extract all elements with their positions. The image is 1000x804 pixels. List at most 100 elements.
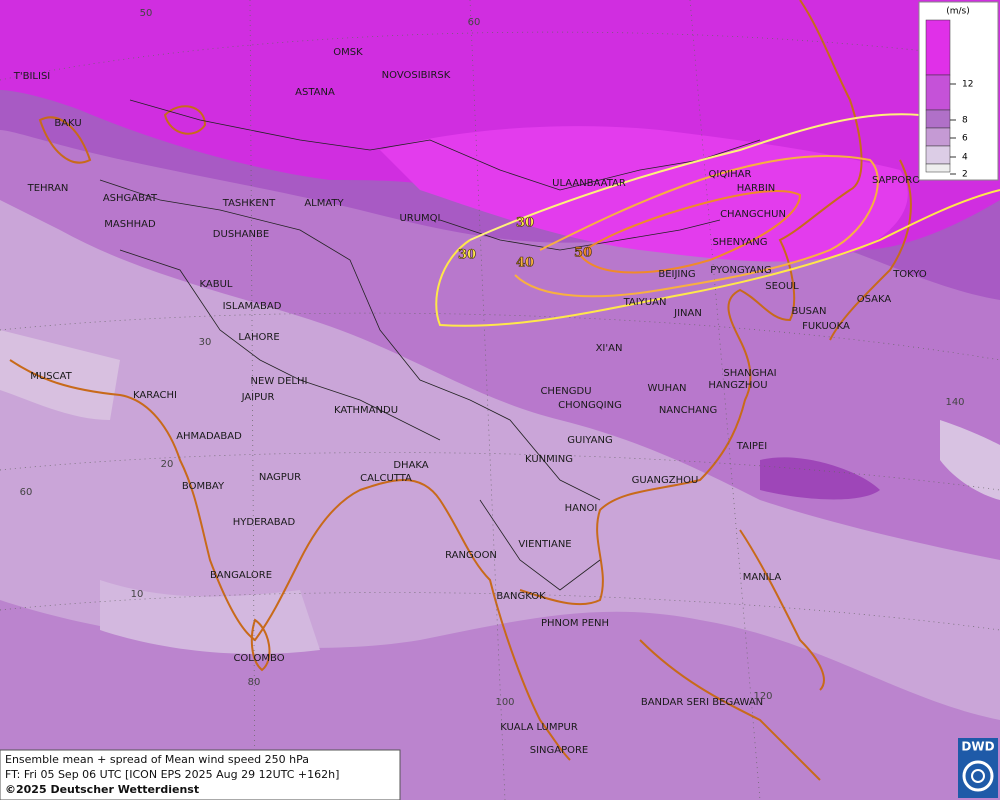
coastline (829, 159, 912, 341)
city-label: RANGOON (445, 550, 497, 561)
footer-box (0, 749, 401, 801)
border (99, 179, 601, 501)
contour-label: 30 (516, 216, 534, 231)
city-label: KATHMANDU (334, 405, 398, 416)
coastline (639, 639, 821, 781)
graticule-label: 80 (248, 677, 261, 688)
speed-band (0, 330, 120, 420)
city-label: JAIPUR (241, 392, 275, 403)
city-label: KUALA LUMPUR (500, 722, 578, 733)
city-label: BANDAR SERI BEGAWAN (641, 697, 763, 708)
logo-text: DWD (961, 740, 994, 754)
legend-swatch (925, 163, 951, 173)
city-label: HANOI (565, 503, 598, 514)
border (439, 219, 721, 251)
contour-label: 30 (458, 248, 476, 263)
legend-tick-label: 6 (962, 134, 968, 144)
city-label: BOMBAY (182, 481, 225, 492)
city-label: BEIJING (658, 269, 695, 280)
graticule-label: 20 (161, 459, 174, 470)
city-label: JINAN (673, 308, 702, 319)
contour-40 (514, 155, 879, 298)
graticule-line (469, 0, 506, 801)
city-label: CHANGCHUN (720, 209, 786, 220)
legend-swatch (925, 109, 951, 129)
city-label: OSAKA (857, 294, 892, 305)
city-label: DUSHANBE (213, 229, 269, 240)
city-label: NOVOSIBIRSK (382, 70, 451, 81)
graticule-label: 100 (495, 697, 514, 708)
legend-swatch (925, 74, 951, 111)
city-label: BUSAN (791, 306, 826, 317)
city-label: SEOUL (765, 281, 799, 292)
city-label: BAKU (54, 118, 81, 129)
legend-tick-label: 8 (962, 116, 968, 126)
coastline (38, 116, 92, 164)
city-label: GUANGZHOU (632, 475, 699, 486)
graticule-label: 60 (468, 17, 481, 28)
logo-icon (971, 769, 985, 783)
city-label: FUKUOKA (802, 321, 850, 332)
graticule-label: 140 (945, 397, 964, 408)
labels: T'BILISI BAKU OMSK NOVOSIBIRSK ASTANA TEHRAN A… (13, 8, 965, 756)
footer-copyright: ©2025 Deutscher Wetterdienst (5, 783, 199, 796)
city-label: TAIYUAN (623, 297, 667, 308)
city-label: NEW DELHI (251, 376, 308, 387)
borders (99, 99, 761, 591)
contours (435, 113, 1000, 327)
city-label: TEHRAN (27, 183, 69, 194)
city-label: XI'AN (596, 343, 623, 354)
coastline (250, 618, 271, 672)
city-label: KUNMING (525, 454, 573, 465)
city-label: NAGPUR (259, 472, 301, 483)
legend-tick-label: 2 (962, 170, 968, 180)
legend: (m/s) 12 8 6 4 2 (918, 1, 999, 181)
city-label: DHAKA (393, 460, 428, 471)
city-label: ALMATY (304, 198, 344, 209)
city-label: PHNOM PENH (541, 618, 609, 629)
city-label: CHONGQING (558, 400, 622, 411)
graticule-line (0, 452, 1000, 491)
city-label: BANGKOK (496, 591, 546, 602)
city-label: CALCUTTA (360, 473, 412, 484)
contour-50 (579, 190, 802, 274)
contour-30 (469, 113, 921, 241)
footer-forecast: FT: Fri 05 Sep 06 UTC [ICON EPS 2025 Aug… (5, 768, 339, 781)
legend-tick-label: 12 (962, 80, 973, 90)
graticule-label: 60 (20, 487, 33, 498)
city-label: VIENTIANE (518, 539, 571, 550)
contour-label: 50 (574, 246, 592, 261)
city-label: WUHAN (647, 383, 686, 394)
legend-swatch (925, 127, 951, 147)
legend-swatch (925, 19, 951, 76)
graticule-label: 30 (199, 337, 212, 348)
city-label: SHANGHAI (723, 368, 776, 379)
city-label: BANGALORE (210, 570, 272, 581)
graticule-line (0, 312, 1000, 361)
speed-band (940, 420, 1000, 500)
border (479, 499, 601, 591)
city-label: URUMQI (399, 213, 440, 224)
legend-tick-label: 4 (962, 153, 968, 163)
footer-title: Ensemble mean + spread of Mean wind spee… (5, 753, 309, 766)
city-label: ASTANA (295, 87, 335, 98)
city-label: LAHORE (238, 332, 279, 343)
city-label: TOKYO (892, 269, 927, 280)
city-label: ASHGABAT (103, 193, 158, 204)
city-label: TASHKENT (222, 198, 276, 209)
city-label: ISLAMABAD (223, 301, 282, 312)
coastline (739, 529, 825, 691)
city-label: MANILA (743, 572, 782, 583)
contour-label: 40 (516, 256, 534, 271)
city-label: COLOMBO (233, 653, 284, 664)
logo-box (958, 738, 998, 798)
legend-unit: (m/s) (946, 7, 970, 17)
city-label: T'BILISI (13, 71, 50, 82)
city-label: QIQIHAR (709, 169, 752, 180)
city-label: GUIYANG (567, 435, 612, 446)
graticule-label: 120 (753, 691, 772, 702)
city-label: SAPPORO (872, 175, 920, 186)
city-label: KARACHI (133, 390, 177, 401)
